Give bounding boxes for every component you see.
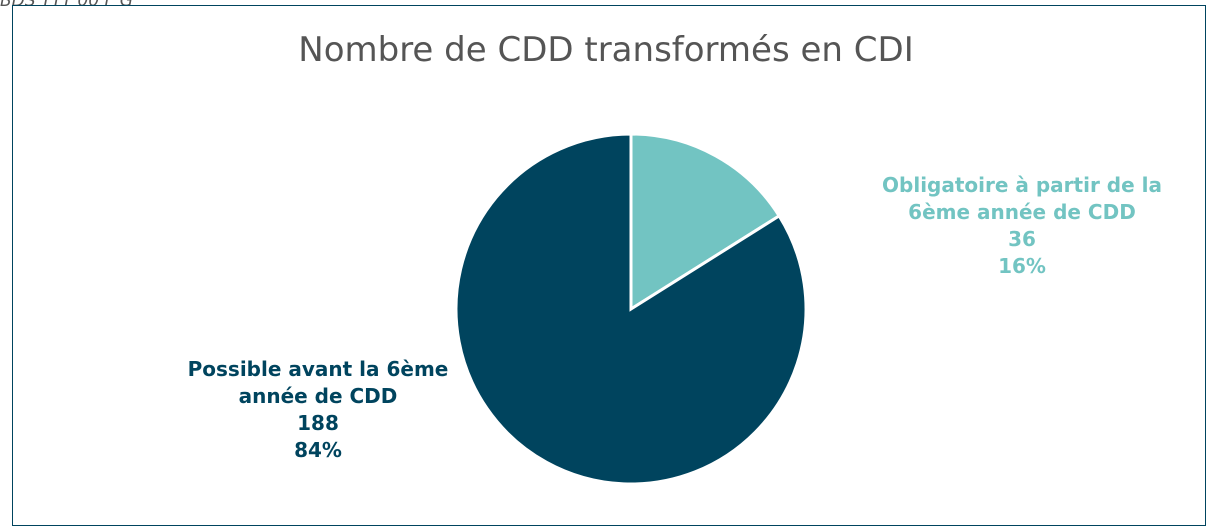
percentage-label: 84% bbox=[294, 438, 342, 462]
slice-label: Possible avant la 6ème année de CDD 188 84… bbox=[187, 356, 449, 464]
chart-frame bbox=[12, 5, 1206, 526]
value-label: 36 bbox=[1008, 227, 1036, 251]
category-label: Obligatoire à partir de la 6ème année de… bbox=[882, 173, 1162, 224]
value-label: 188 bbox=[297, 411, 339, 435]
percentage-label: 16% bbox=[998, 254, 1046, 278]
category-label: Possible avant la 6ème année de CDD bbox=[187, 357, 449, 408]
slice-label: Obligatoire à partir de la 6ème année de… bbox=[867, 172, 1177, 280]
pie-slice bbox=[629, 132, 782, 312]
pie-slice bbox=[454, 132, 808, 486]
chart-title: Nombre de CDD transformés en CDI bbox=[298, 30, 914, 70]
